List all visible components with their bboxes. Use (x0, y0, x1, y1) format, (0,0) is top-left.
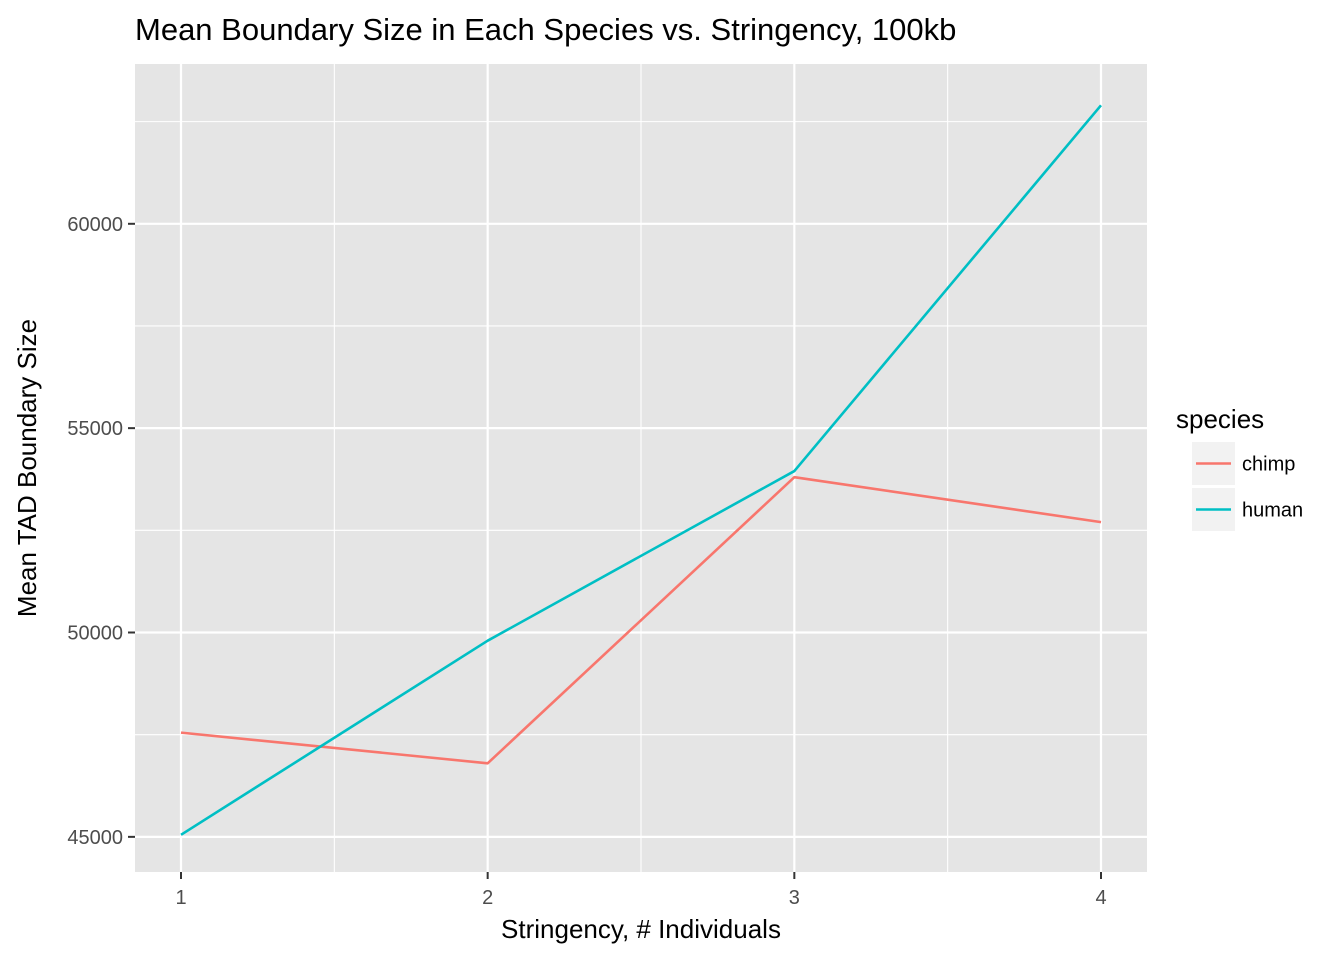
chart-title: Mean Boundary Size in Each Species vs. S… (135, 12, 956, 47)
x-axis-ticks: 1 2 3 4 (175, 872, 1107, 909)
x-tick-label: 1 (175, 887, 186, 909)
y-axis-title: Mean TAD Boundary Size (12, 319, 42, 617)
y-tick-label: 60000 (67, 214, 123, 236)
series-line-human (180, 104, 1102, 836)
legend-label: chimp (1242, 454, 1295, 476)
minor-gridlines (135, 64, 1147, 872)
legend-label: human (1242, 500, 1303, 522)
legend: species chimp human (1176, 404, 1303, 531)
y-axis-ticks: 45000 50000 55000 60000 (67, 214, 135, 849)
series-line-chimp (180, 475, 1102, 765)
legend-title: species (1176, 404, 1264, 434)
x-axis-title: Stringency, # Individuals (501, 914, 781, 944)
legend-items: chimp human (1192, 442, 1303, 531)
y-tick-label: 45000 (67, 827, 123, 849)
major-gridlines (135, 64, 1147, 872)
x-tick-label: 4 (1095, 887, 1106, 909)
x-tick-label: 2 (482, 887, 493, 909)
legend-item-chimp: chimp (1192, 442, 1295, 485)
series-lines (180, 104, 1102, 836)
y-tick-label: 50000 (67, 623, 123, 645)
legend-item-human: human (1192, 488, 1303, 531)
y-tick-label: 55000 (67, 418, 123, 440)
x-tick-label: 3 (789, 887, 800, 909)
